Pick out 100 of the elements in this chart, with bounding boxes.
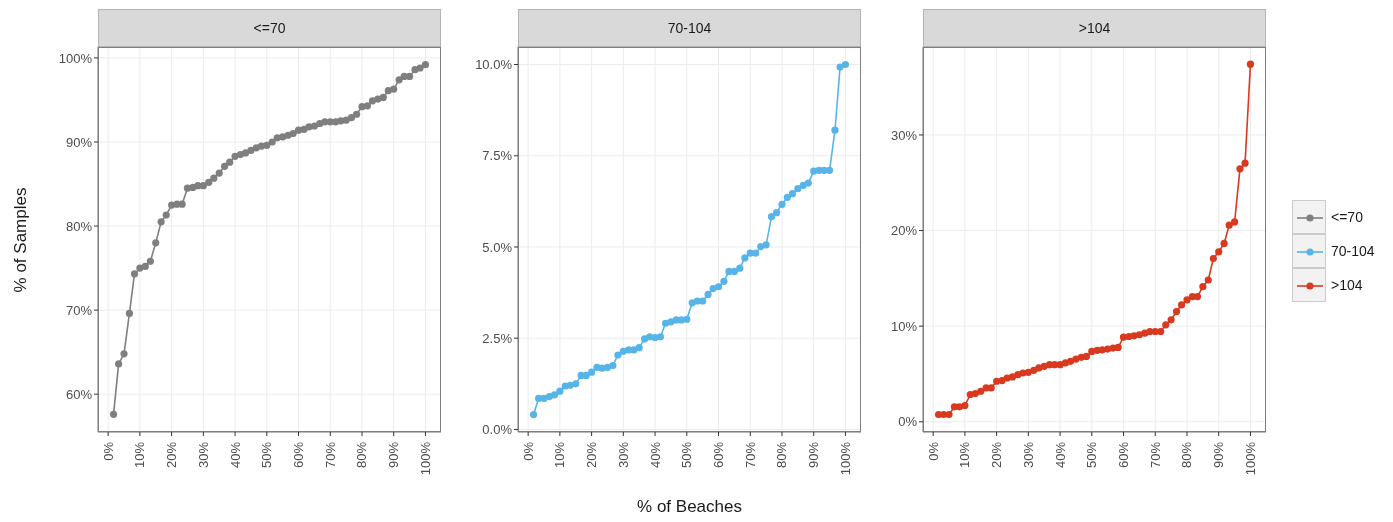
- point: [831, 126, 839, 134]
- x-tick-label: 70%: [322, 441, 338, 469]
- x-tick-label: 0%: [520, 441, 536, 461]
- point: [1172, 307, 1181, 316]
- y-tick-label: 10.0%: [475, 57, 513, 73]
- point: [199, 182, 207, 190]
- x-tick-label: 80%: [354, 441, 370, 469]
- x-tick-label: 10%: [957, 441, 973, 469]
- point: [825, 166, 834, 174]
- x-tick-label: 100%: [417, 441, 433, 476]
- point: [1114, 343, 1122, 351]
- point: [778, 200, 786, 208]
- point: [699, 297, 707, 305]
- chart-title: 70-104: [518, 9, 861, 47]
- point: [714, 283, 723, 291]
- point: [961, 401, 969, 410]
- x-tick-label: 50%: [1084, 441, 1100, 469]
- point: [395, 76, 403, 84]
- point: [146, 257, 154, 265]
- point: [1215, 248, 1223, 256]
- point: [788, 190, 797, 198]
- x-tick-label: 40%: [1052, 441, 1068, 469]
- point: [421, 61, 430, 69]
- y-tick-label: 100%: [58, 50, 93, 66]
- point: [752, 249, 760, 257]
- point: [263, 141, 271, 149]
- y-tick-label: 20%: [890, 223, 918, 239]
- point: [241, 149, 250, 157]
- point: [556, 387, 564, 395]
- x-tick-label: 80%: [1179, 441, 1195, 469]
- point: [804, 179, 812, 187]
- y-tick-label: 0.0%: [482, 422, 513, 438]
- point: [630, 346, 638, 354]
- point: [720, 277, 728, 285]
- point: [125, 309, 134, 318]
- point: [1241, 159, 1249, 167]
- point: [741, 254, 749, 262]
- point: [1230, 218, 1239, 226]
- point: [529, 410, 538, 419]
- point: [1157, 327, 1165, 336]
- chart-title: >104: [923, 9, 1266, 47]
- point: [289, 129, 297, 138]
- point: [730, 267, 738, 276]
- point: [1225, 221, 1233, 229]
- x-tick-label: 100%: [1242, 441, 1258, 476]
- x-tick-label: 0%: [100, 441, 116, 461]
- point: [1178, 301, 1186, 309]
- point: [226, 158, 234, 166]
- y-tick-label: 90%: [65, 134, 93, 150]
- point: [178, 200, 186, 208]
- point: [993, 377, 1001, 385]
- x-tick-label: 20%: [164, 441, 180, 469]
- point: [120, 350, 128, 358]
- point: [794, 184, 802, 193]
- point: [152, 239, 160, 247]
- point: [704, 290, 712, 299]
- point: [1246, 60, 1255, 68]
- point: [109, 410, 118, 418]
- y-tick-label: 10%: [890, 318, 918, 334]
- point: [337, 117, 345, 125]
- point: [363, 102, 371, 110]
- point: [757, 243, 765, 251]
- point: [130, 270, 139, 278]
- point: [945, 410, 953, 419]
- point: [1183, 296, 1191, 304]
- point: [1193, 293, 1202, 301]
- legend-label: <=70: [1331, 209, 1363, 225]
- x-tick-label: 80%: [774, 441, 790, 469]
- point: [1167, 316, 1175, 324]
- x-tick-label: 30%: [615, 441, 631, 469]
- point: [683, 315, 691, 323]
- point: [1008, 373, 1017, 381]
- point: [588, 368, 596, 376]
- y-tick-label: 80%: [65, 218, 93, 234]
- x-axis-title: % of Beaches: [637, 497, 742, 517]
- point: [210, 174, 218, 182]
- point: [971, 389, 979, 398]
- point: [416, 64, 424, 72]
- x-tick-label: 90%: [386, 441, 402, 469]
- point: [379, 93, 387, 102]
- point: [115, 360, 123, 368]
- x-tick-label: 90%: [1211, 441, 1227, 469]
- point: [390, 85, 398, 93]
- point: [572, 380, 580, 388]
- point: [646, 333, 654, 341]
- y-tick-label: 5.0%: [482, 239, 513, 255]
- point: [841, 60, 850, 69]
- point: [141, 262, 149, 270]
- y-tick-label: 2.5%: [482, 330, 513, 346]
- point: [535, 394, 543, 403]
- point: [609, 361, 617, 370]
- y-tick-label: 60%: [65, 386, 93, 402]
- x-tick-label: 60%: [711, 441, 727, 469]
- x-tick-label: 100%: [837, 441, 853, 476]
- point: [977, 387, 985, 395]
- y-tick-label: 0%: [898, 414, 918, 430]
- point: [1204, 276, 1212, 284]
- legend-label: 70-104: [1331, 243, 1375, 259]
- point: [205, 178, 213, 186]
- point: [762, 241, 770, 249]
